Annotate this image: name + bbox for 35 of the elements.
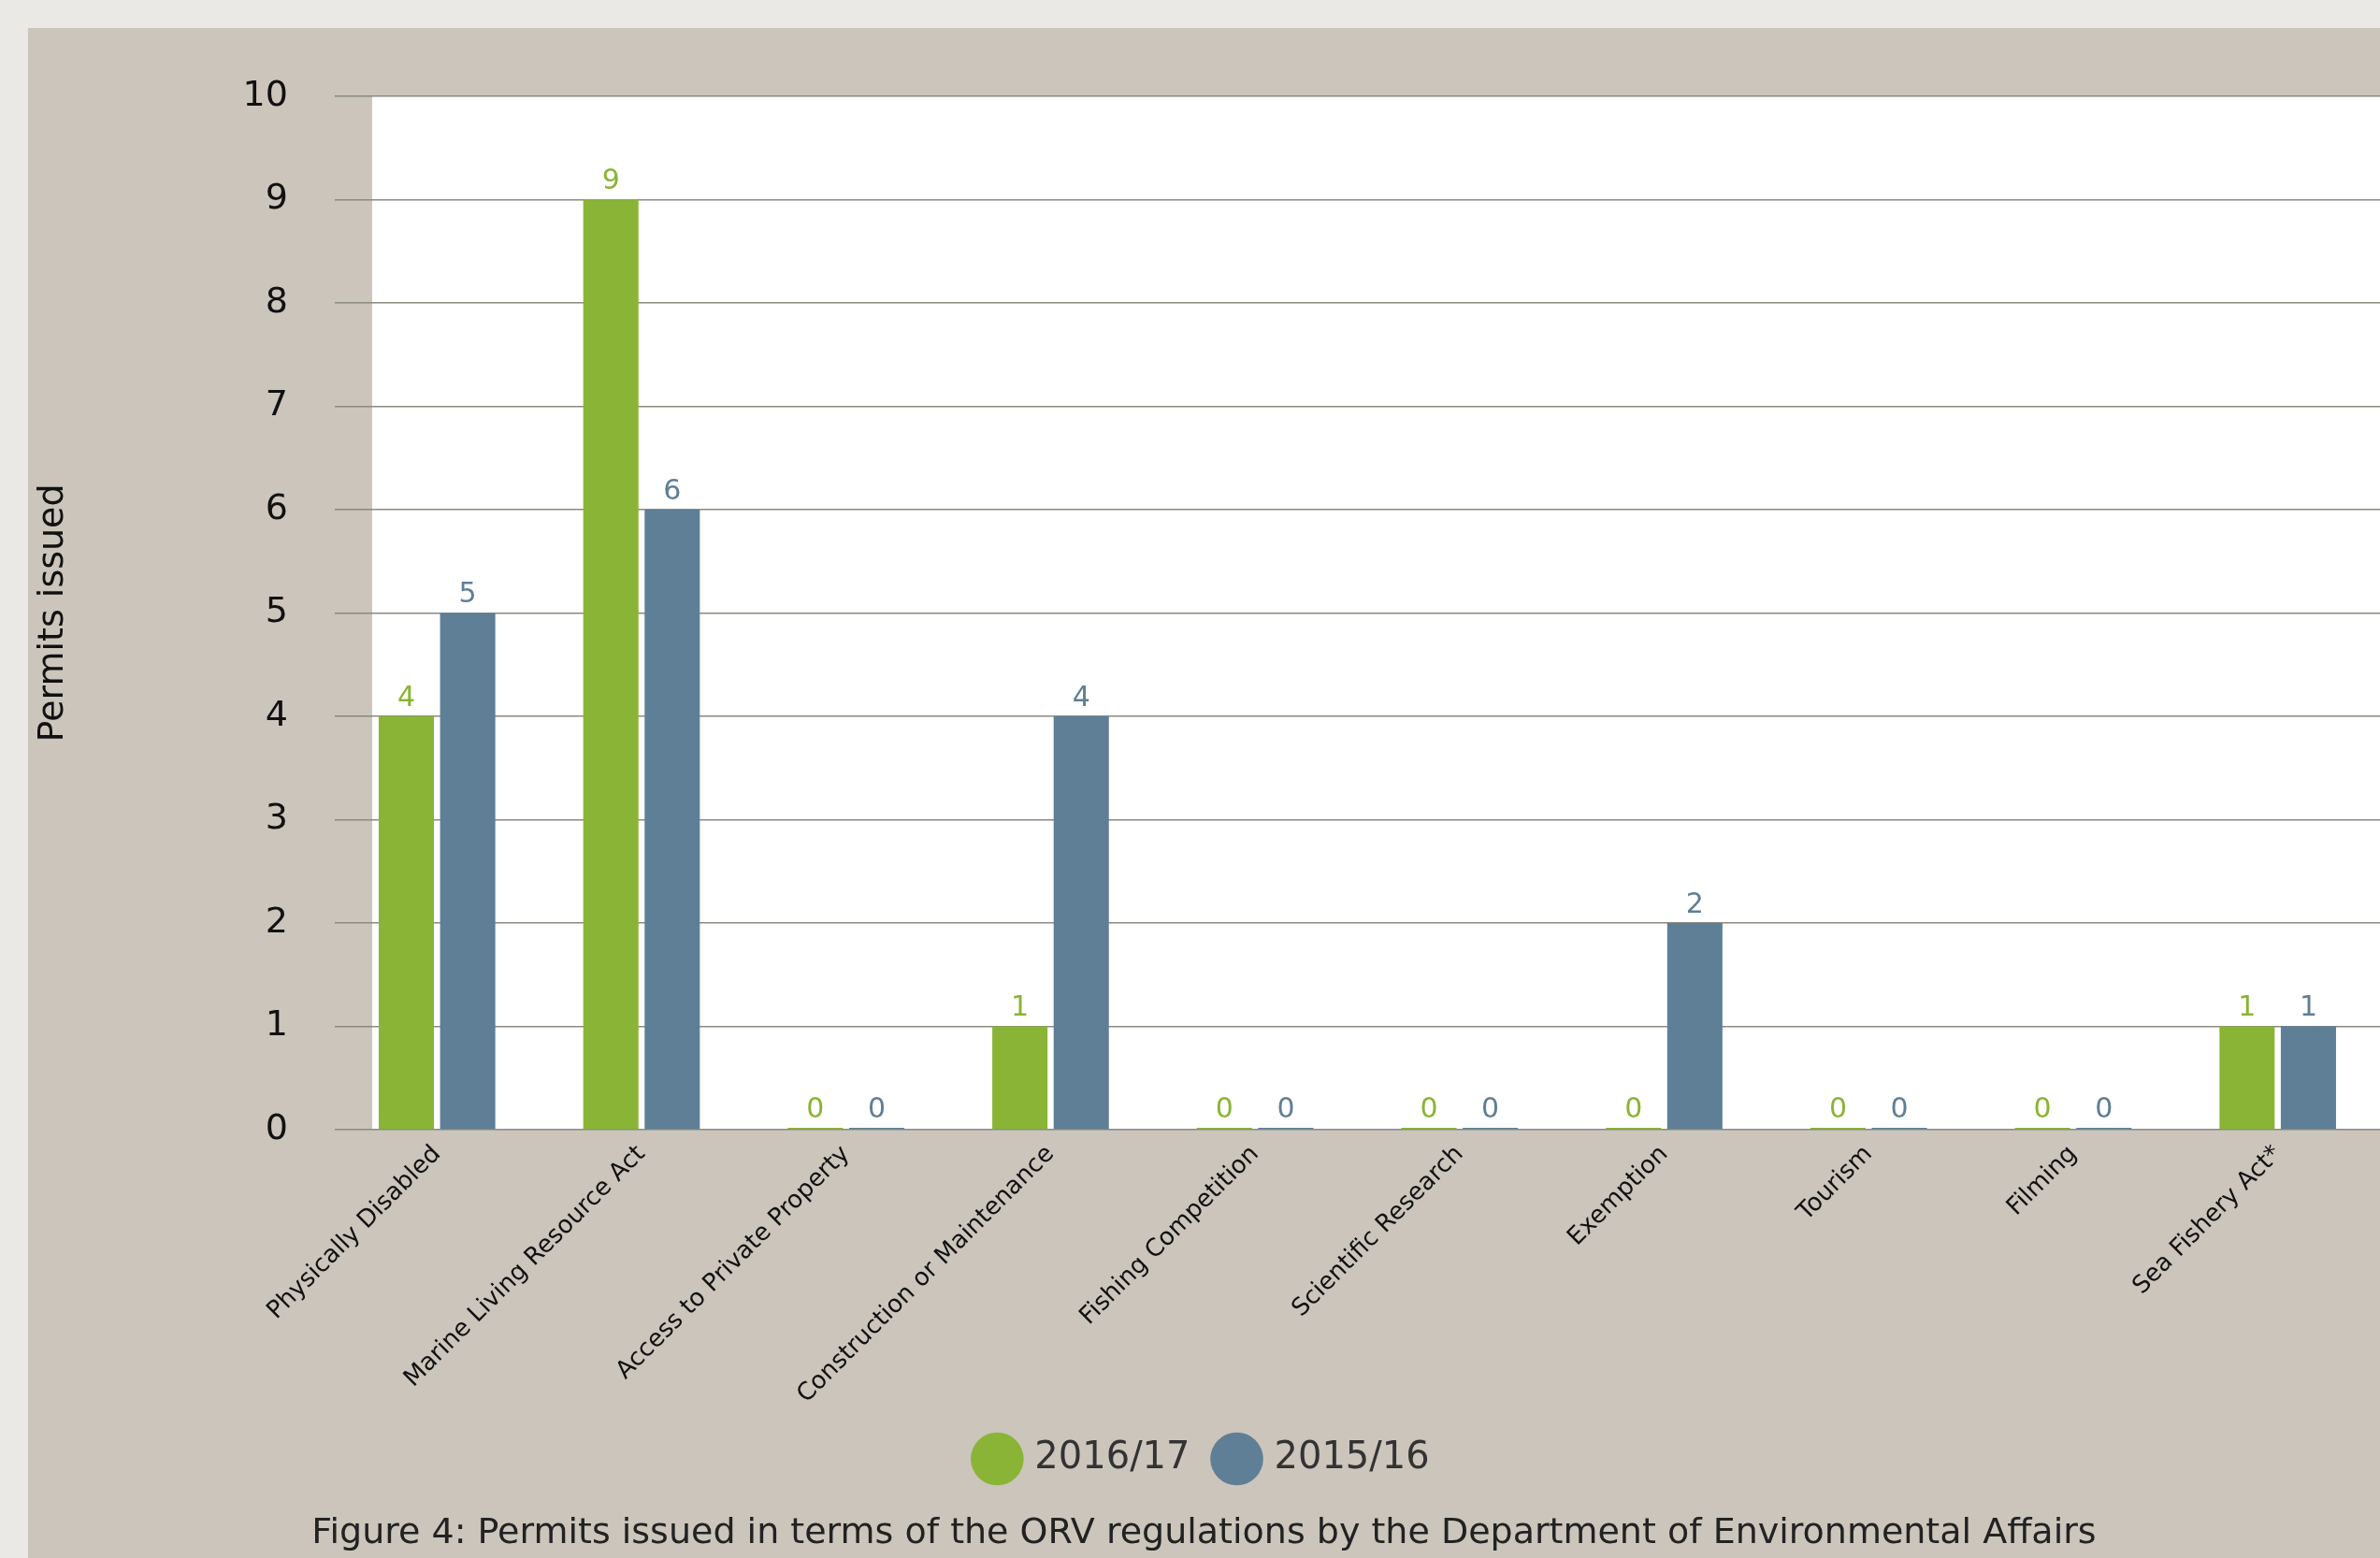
data-label: 1 <box>2299 989 2317 1023</box>
data-label: 4 <box>1072 679 1090 713</box>
data-label: 0 <box>1828 1090 1847 1124</box>
data-label: 1 <box>2238 989 2257 1023</box>
data-label: 0 <box>867 1090 887 1124</box>
data-label: 0 <box>2095 1090 2113 1124</box>
data-label: 0 <box>1624 1090 1643 1124</box>
data-label: 0 <box>1420 1090 1438 1124</box>
data-label: 5 <box>458 576 477 610</box>
legend-label: 2015/16 <box>1274 1434 1430 1478</box>
data-label: 0 <box>2033 1090 2052 1124</box>
data-label: 0 <box>1481 1090 1500 1124</box>
data-label: 6 <box>663 472 682 506</box>
y-tick-label: 5 <box>265 589 288 631</box>
data-label: 0 <box>1890 1090 1909 1124</box>
y-tick-label: 3 <box>265 796 288 838</box>
data-label: 0 <box>1277 1090 1295 1124</box>
y-tick-label: 7 <box>265 382 288 425</box>
y-tick-label: 0 <box>265 1105 288 1147</box>
y-tick-label: 2 <box>265 899 288 941</box>
y-tick-label: 4 <box>265 692 288 734</box>
data-label: 1 <box>1011 989 1030 1023</box>
y-tick-label: 9 <box>265 176 288 218</box>
y-axis-title: Permits issued <box>29 483 71 743</box>
y-tick-label: 10 <box>242 72 288 114</box>
y-tick-label: 6 <box>265 485 288 527</box>
data-label: 9 <box>601 163 620 196</box>
caption: Figure 4: Permits issued in terms of the ORV regulations by the Department of Environmental Affairs <box>310 1510 2098 1551</box>
data-label: 0 <box>806 1090 825 1124</box>
y-tick-label: 1 <box>265 1003 288 1045</box>
legend-label: 2016/17 <box>1034 1434 1190 1478</box>
y-tick-label: 8 <box>265 279 288 321</box>
data-label: 4 <box>397 679 416 713</box>
data-label: 2 <box>1685 886 1704 919</box>
data-label: 0 <box>1215 1090 1233 1124</box>
